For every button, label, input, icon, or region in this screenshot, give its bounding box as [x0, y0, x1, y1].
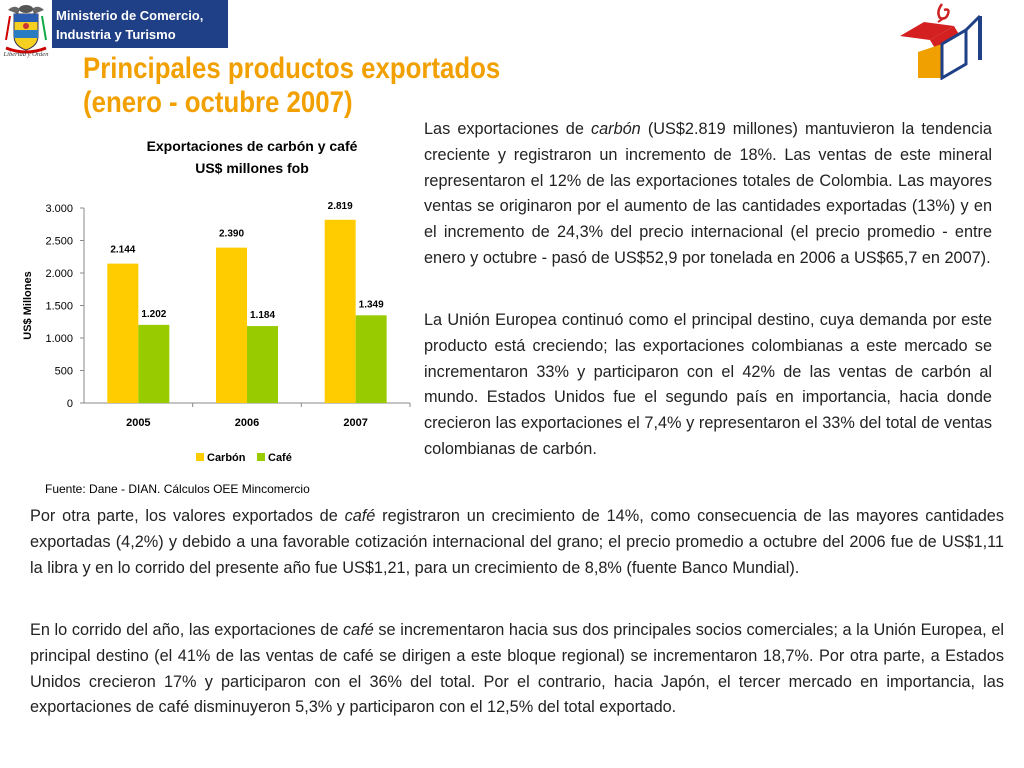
coat-of-arms-icon: Libertad y Orden: [0, 0, 52, 62]
chart-source: Fuente: Dane - DIAN. Cálculos OEE Mincom…: [45, 482, 310, 496]
chart-title: Exportaciones de carbón y café: [146, 138, 358, 154]
bar-carbn-2006: [216, 247, 247, 403]
bar-carbn-2007: [324, 219, 356, 403]
p1-text-b: (US$2.819 millones) mantuvieron la tende…: [424, 120, 992, 267]
page-title-line-1: Principales productos exportados: [83, 52, 501, 85]
paragraph-carbon-destinations: La Unión Europea continuó como el princi…: [424, 311, 992, 458]
legend-label: Café: [268, 452, 292, 464]
bar-caf-2006: [247, 326, 278, 403]
p3-emphasis: café: [344, 507, 376, 525]
x-tick-label: 2005: [126, 417, 150, 429]
x-tick-label: 2007: [343, 417, 367, 429]
p4-text-a: En lo corrido del año, las exportaciones…: [30, 621, 344, 639]
paragraph-carbon-exports: Las exportaciones de carbón (US$2.819 mi…: [424, 117, 992, 272]
y-tick-label: 0: [67, 398, 73, 410]
page-title: Principales productos exportados (enero …: [83, 52, 500, 120]
data-label: 1.349: [359, 299, 384, 310]
bar-caf-2005: [138, 324, 170, 403]
paragraph-coffee-exports: Por otra parte, los valores exportados d…: [30, 504, 1004, 581]
paragraph-coffee-destinations: En lo corrido del año, las exportaciones…: [30, 618, 1004, 721]
y-tick-label: 1.500: [45, 301, 73, 313]
data-label: 1.184: [250, 310, 275, 321]
y-axis-label: US$ Millones: [22, 271, 34, 339]
y-tick-label: 1.000: [45, 333, 73, 345]
export-bar-chart: 0 500 1.000 1.500 2.000 2.500 3.000 US$ Millone…: [22, 201, 411, 464]
chart-subtitle: US$ millones fob: [195, 160, 309, 176]
legend-swatch: [196, 453, 204, 461]
header-bar: [52, 0, 228, 48]
data-label: 2.144: [110, 245, 135, 256]
bar-carbn-2005: [107, 263, 139, 403]
ministry-line-1: Ministerio de Comercio,: [56, 8, 204, 23]
p1-text-a: Las exportaciones de: [424, 120, 591, 138]
data-label: 2.819: [328, 201, 353, 212]
data-label: 1.202: [141, 309, 166, 320]
x-tick-label: 2006: [235, 417, 259, 429]
p4-emphasis: café: [343, 621, 374, 639]
legend-swatch: [257, 453, 265, 461]
coat-motto: Libertad y Orden: [3, 51, 49, 58]
y-tick-label: 2.500: [45, 236, 73, 248]
p3-text-b: registraron un crecimiento de 14%, como …: [30, 507, 1004, 577]
ministry-line-2: Industria y Turismo: [56, 27, 176, 42]
data-label: 2.390: [219, 229, 244, 240]
legend-label: Carbón: [207, 452, 246, 464]
p3-text-a: Por otra parte, los valores exportados d…: [30, 507, 345, 525]
p1-emphasis: carbón: [590, 120, 641, 138]
bar-caf-2007: [355, 315, 387, 403]
y-tick-label: 3.000: [45, 203, 73, 215]
y-tick-label: 2.000: [45, 268, 73, 280]
page-title-line-2: (enero - octubre 2007): [83, 86, 353, 119]
y-tick-label: 500: [55, 366, 73, 378]
ministry-name: Ministerio de Comercio, Industria y Turi…: [56, 6, 203, 44]
p4-text-b: se incrementaron hacia sus dos principal…: [30, 621, 1004, 717]
mincomercio-logo-icon: [896, 0, 986, 81]
